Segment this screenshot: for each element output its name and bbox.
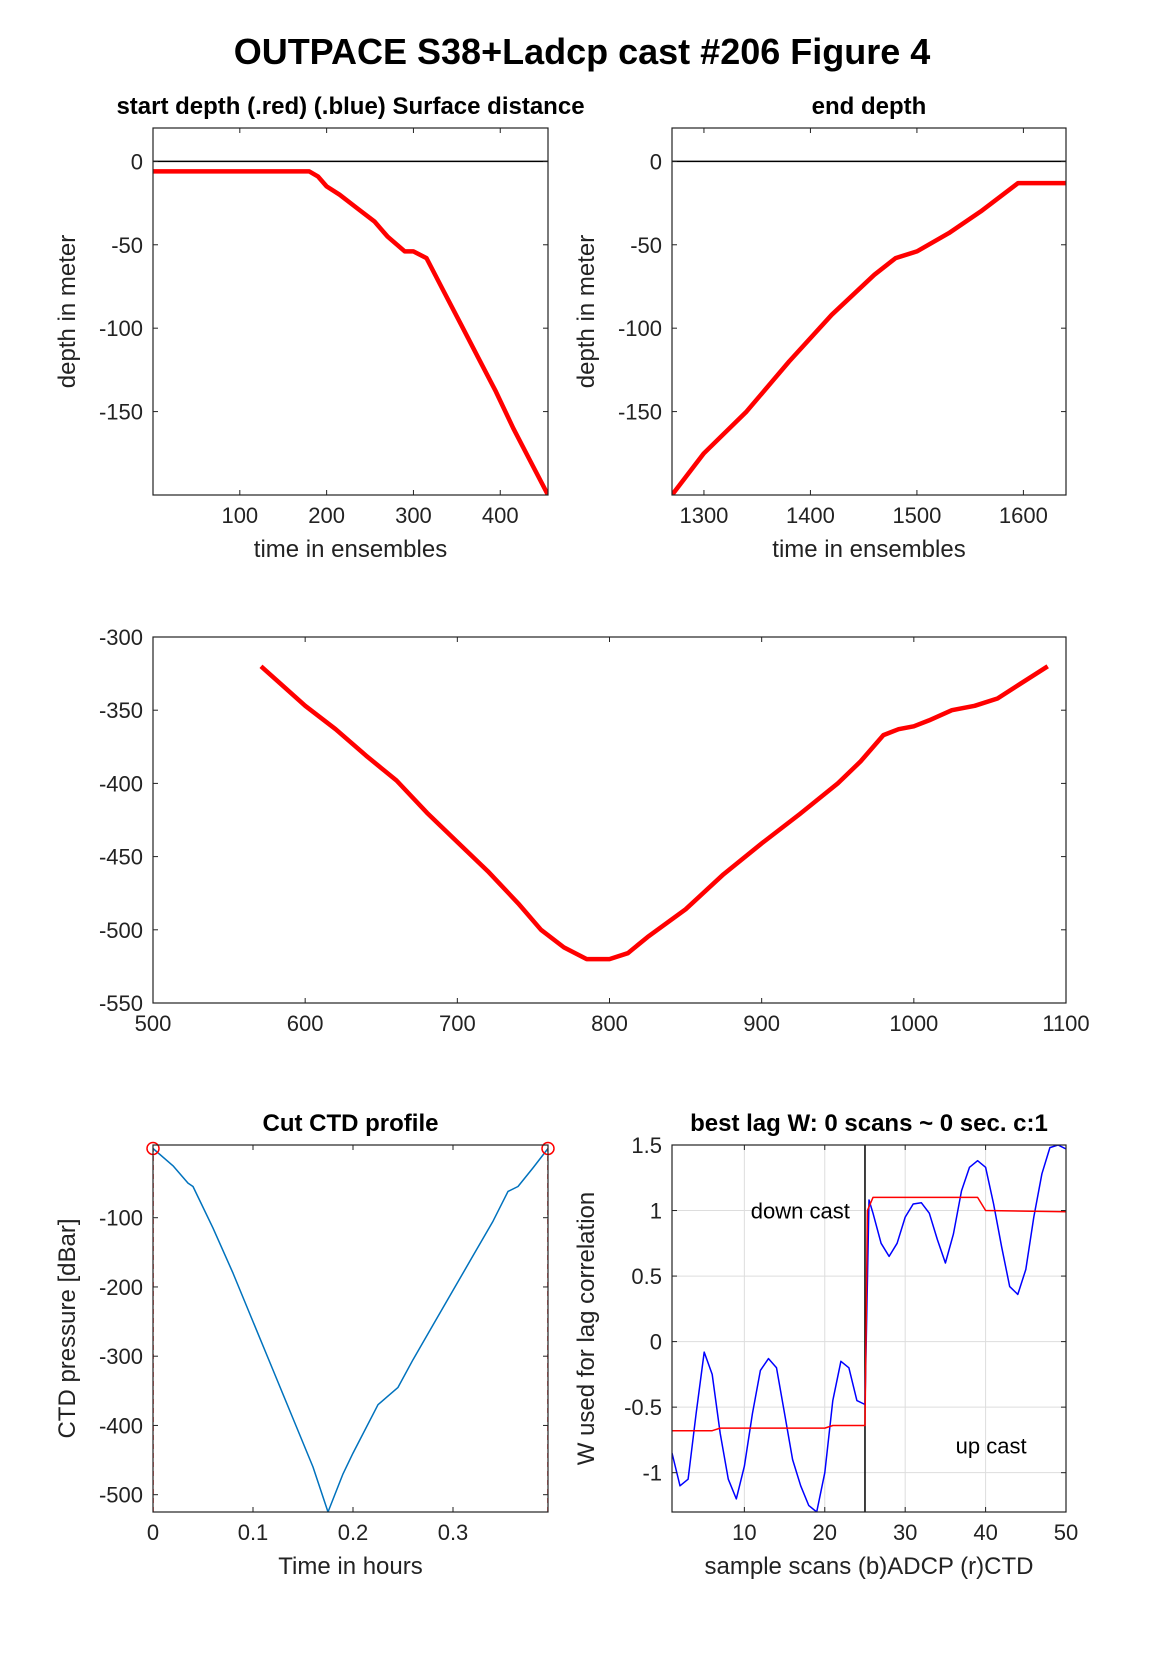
- x-tick-label: 10: [732, 1520, 756, 1545]
- cast-annotation: down cast: [751, 1198, 850, 1223]
- series-line-1: [672, 180, 1066, 495]
- y-tick-label: -150: [99, 400, 143, 425]
- series-line-adcp: [672, 1145, 1066, 1512]
- plot-panel-4: 0 0.1 0.2 0.3 -100 -200 -300 -400 -500 Cut CTD pr…: [54, 1110, 555, 1580]
- y-tick-label: -300: [99, 1344, 143, 1369]
- plot-panel-2: 1300 1400 1500 1600 0 -50 -100 -150 end depth tim…: [573, 93, 1067, 563]
- x-tick-label: 20: [813, 1520, 837, 1545]
- x-tick-label: 30: [893, 1520, 917, 1545]
- x-tick-label: 1300: [679, 503, 728, 528]
- x-tick-label: 400: [482, 503, 519, 528]
- y-tick-label: -100: [618, 316, 662, 341]
- y-tick-label: -50: [630, 233, 662, 258]
- axes-box: [152, 1144, 549, 1513]
- x-axis-label: time in ensembles: [254, 536, 447, 563]
- y-tick-label: -350: [99, 698, 143, 723]
- x-tick-label: 500: [135, 1011, 172, 1036]
- x-tick-label: 0.1: [238, 1520, 269, 1545]
- y-tick-label: -1: [642, 1461, 662, 1486]
- plot-title: start depth (.red) (.blue) Surface dista…: [116, 93, 584, 120]
- x-axis-label: sample scans (b)ADCP (r)CTD: [705, 1553, 1034, 1580]
- y-tick-label: 0.5: [631, 1264, 662, 1289]
- axes-box: [671, 127, 1067, 496]
- y-tick-label: -500: [99, 1483, 143, 1508]
- y-tick-label: 0: [131, 149, 143, 174]
- x-tick-label: 700: [439, 1011, 476, 1036]
- y-axis-label: depth in meter: [573, 235, 600, 388]
- x-tick-label: 1600: [999, 503, 1048, 528]
- y-tick-label: -150: [618, 400, 662, 425]
- x-tick-label: 900: [743, 1011, 780, 1036]
- y-tick-label: -100: [99, 316, 143, 341]
- y-tick-label: -300: [99, 625, 143, 650]
- y-tick-label: -550: [99, 991, 143, 1016]
- plot-panel-3: 500 600 700 800 900 1000 1100 -300 -350 -400 -450 -…: [99, 625, 1090, 1036]
- y-tick-label: -400: [99, 1413, 143, 1438]
- plot-panel-1: 100 200 300 400 0 -50 -100 -150 start depth (.re…: [54, 93, 585, 563]
- axes-box: [152, 127, 549, 496]
- series-line-ctd: [672, 1196, 1066, 1432]
- x-tick-label: 0.2: [338, 1520, 369, 1545]
- series-line-1: [259, 664, 1049, 962]
- y-tick-label: -200: [99, 1275, 143, 1300]
- y-tick-label: 1.5: [631, 1133, 662, 1158]
- plot-panel-5: 10 20 30 40 50 1.5 1 0.5 0 -0.5 -1 best lag W: 0 sc…: [573, 1110, 1078, 1580]
- y-axis-label: CTD pressure [dBar]: [54, 1218, 81, 1438]
- x-tick-label: 100: [221, 503, 258, 528]
- x-tick-label: 1100: [1042, 1011, 1089, 1036]
- x-tick-label: 1400: [786, 503, 835, 528]
- y-tick-label: 0: [650, 1330, 662, 1355]
- x-tick-label: 300: [395, 503, 432, 528]
- y-tick-label: 1: [650, 1199, 662, 1224]
- x-tick-label: 600: [287, 1011, 324, 1036]
- x-axis-label: time in ensembles: [772, 536, 965, 563]
- plot-title: end depth: [812, 93, 927, 120]
- series-line-1: [153, 169, 548, 495]
- y-tick-label: -500: [99, 918, 143, 943]
- x-tick-label: 40: [973, 1520, 997, 1545]
- cast-annotation: up cast: [956, 1433, 1027, 1458]
- figure-title: OUTPACE S38+Ladcp cast #206 Figure 4: [234, 31, 931, 72]
- x-tick-label: 50: [1054, 1520, 1078, 1545]
- axes-box: [671, 1144, 1067, 1513]
- y-axis-label: W used for lag correlation: [573, 1192, 600, 1465]
- series-line-1: [153, 1147, 548, 1512]
- plot-title: best lag W: 0 scans ~ 0 sec. c:1: [690, 1110, 1048, 1137]
- y-tick-label: 0: [650, 149, 662, 174]
- y-tick-label: -50: [111, 233, 143, 258]
- y-tick-label: -0.5: [624, 1395, 662, 1420]
- y-axis-label: depth in meter: [54, 235, 81, 388]
- x-tick-label: 1000: [889, 1011, 938, 1036]
- x-tick-label: 0.3: [438, 1520, 469, 1545]
- y-tick-label: -400: [99, 771, 143, 796]
- x-axis-label: Time in hours: [278, 1553, 423, 1580]
- y-tick-label: -100: [99, 1206, 143, 1231]
- y-tick-label: -450: [99, 845, 143, 870]
- plot-title: Cut CTD profile: [263, 1110, 439, 1137]
- x-tick-label: 800: [591, 1011, 628, 1036]
- x-tick-label: 1500: [892, 503, 941, 528]
- x-tick-label: 0: [147, 1520, 159, 1545]
- x-tick-label: 200: [308, 503, 345, 528]
